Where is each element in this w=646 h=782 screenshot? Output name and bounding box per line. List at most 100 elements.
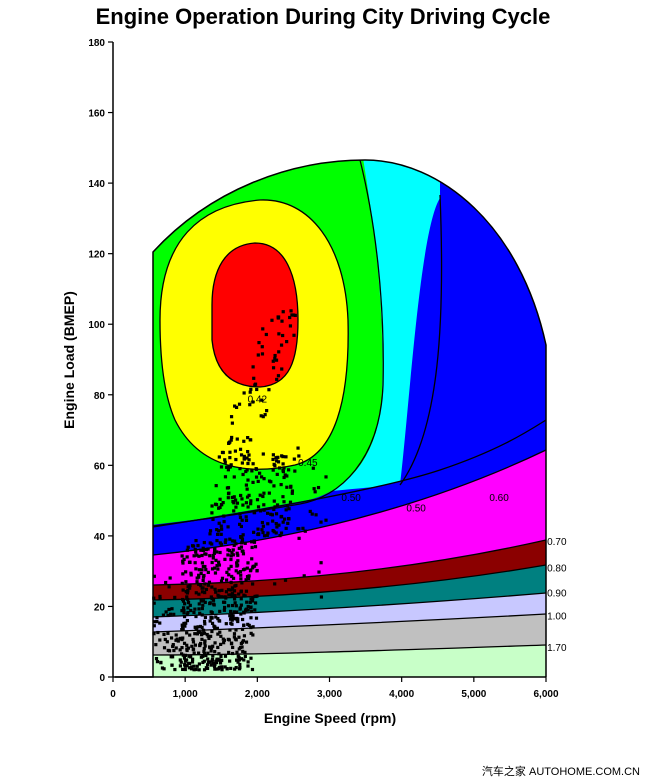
scatter-point: [231, 645, 235, 650]
scatter-point: [192, 610, 196, 615]
scatter-point: [234, 583, 238, 588]
scatter-point: [218, 505, 222, 509]
scatter-point: [229, 580, 233, 584]
scatter-point: [245, 456, 249, 460]
scatter-point: [194, 538, 198, 543]
scatter-point: [184, 658, 189, 662]
scatter-point: [297, 536, 301, 540]
scatter-point: [229, 666, 233, 670]
scatter-point: [215, 657, 219, 661]
scatter-point: [251, 400, 255, 404]
scatter-point: [182, 621, 186, 626]
scatter-point: [181, 667, 185, 672]
scatter-point: [250, 667, 255, 672]
scatter-point: [256, 353, 260, 357]
y-tick-label: 60: [94, 461, 106, 472]
scatter-point: [230, 594, 234, 598]
scatter-point: [278, 534, 282, 538]
scatter-point: [210, 585, 214, 589]
scatter-point: [210, 621, 215, 625]
scatter-point: [233, 601, 237, 605]
scatter-point: [234, 604, 238, 608]
scatter-point: [240, 537, 245, 541]
scatter-point: [193, 547, 197, 552]
scatter-point: [219, 579, 224, 583]
scatter-point: [261, 530, 265, 535]
scatter-point: [181, 559, 185, 563]
scatter-point: [260, 528, 264, 532]
scatter-point: [216, 532, 220, 536]
scatter-point: [273, 505, 277, 509]
scatter-point: [233, 594, 237, 598]
scatter-point: [162, 667, 166, 671]
scatter-point: [282, 500, 286, 504]
scatter-point: [208, 532, 212, 536]
scatter-point: [234, 505, 238, 509]
scatter-point: [163, 637, 167, 642]
scatter-point: [171, 643, 175, 647]
scatter-point: [217, 455, 221, 459]
scatter-point: [240, 497, 244, 501]
scatter-point: [210, 560, 214, 565]
scatter-point: [254, 467, 258, 471]
scatter-point: [197, 607, 201, 611]
scatter-point: [220, 576, 225, 580]
scatter-point: [293, 469, 297, 473]
scatter-point: [173, 667, 177, 672]
scatter-point: [259, 475, 264, 479]
scatter-point: [199, 571, 203, 576]
scatter-point: [197, 554, 201, 558]
scatter-point: [219, 503, 224, 507]
scatter-point: [218, 661, 223, 665]
scatter-point: [240, 541, 244, 545]
contour-line-cyan-blue: [399, 194, 443, 486]
scatter-point: [234, 569, 238, 573]
scatter-point: [255, 568, 259, 573]
scatter-point: [190, 660, 195, 664]
scatter-point: [261, 452, 265, 456]
scatter-point: [189, 573, 193, 577]
scatter-point: [262, 477, 266, 481]
scatter-point: [222, 514, 226, 518]
scatter-point: [258, 471, 262, 475]
scatter-point: [216, 593, 220, 597]
scatter-point: [191, 637, 195, 642]
scatter-point: [238, 662, 242, 667]
scatter-point: [235, 437, 239, 441]
scatter-point: [272, 484, 276, 488]
scatter-point: [240, 627, 245, 631]
scatter-point: [247, 458, 251, 462]
scatter-point: [274, 521, 278, 526]
scatter-point: [155, 620, 159, 624]
scatter-point: [261, 327, 265, 331]
scatter-point: [249, 631, 253, 635]
scatter-point: [230, 641, 234, 645]
scatter-point: [219, 465, 224, 469]
scatter-point: [226, 604, 231, 608]
scatter-point: [185, 555, 189, 559]
scatter-point: [281, 455, 285, 459]
scatter-point: [167, 607, 171, 612]
scatter-point: [216, 567, 220, 571]
scatter-point: [287, 507, 291, 511]
scatter-point: [251, 633, 255, 637]
scatter-point: [190, 665, 194, 669]
scatter-point: [266, 522, 270, 526]
scatter-point: [211, 556, 215, 560]
scatter-point: [203, 615, 208, 619]
contour-label: 0.45: [298, 458, 318, 469]
scatter-point: [186, 545, 190, 549]
scatter-point: [254, 475, 259, 479]
scatter-point: [270, 513, 275, 517]
scatter-point: [234, 405, 239, 410]
scatter-point: [258, 493, 262, 497]
scatter-point: [246, 461, 250, 466]
contour-label: 0.42: [248, 394, 268, 405]
scatter-point: [249, 605, 253, 609]
scatter-point: [246, 505, 250, 509]
scatter-point: [285, 339, 289, 344]
scatter-point: [152, 632, 156, 636]
scatter-point: [206, 634, 210, 638]
scatter-point: [274, 358, 279, 362]
scatter-point: [319, 595, 324, 599]
